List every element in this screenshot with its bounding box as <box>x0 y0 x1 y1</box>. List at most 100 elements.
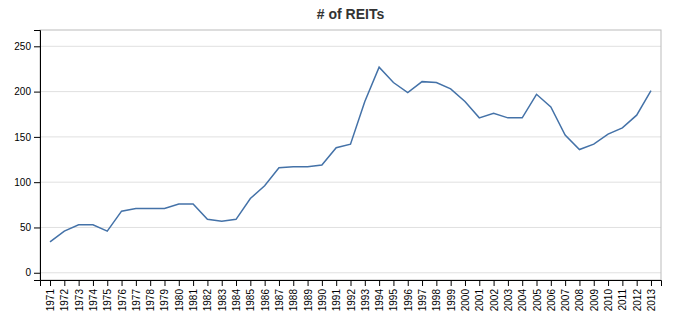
tick-mark <box>608 280 609 286</box>
x-tick: 1990 <box>317 280 328 311</box>
data-line <box>50 67 651 242</box>
tick-mark <box>34 273 40 274</box>
tick-mark <box>393 280 394 286</box>
marks <box>50 67 651 242</box>
tick-mark <box>522 280 523 286</box>
tick-mark <box>651 280 652 286</box>
x-tick: 2001 <box>474 280 485 311</box>
tick-mark <box>365 280 366 286</box>
x-tick: 1973 <box>74 280 85 311</box>
x-tick: 2008 <box>574 280 585 311</box>
x-tick: 1994 <box>374 280 385 311</box>
x-tick-label: 1973 <box>74 289 85 312</box>
x-tick: 1976 <box>117 280 128 311</box>
x-tick-label: 1987 <box>274 289 285 312</box>
x-tick: 1998 <box>431 280 442 311</box>
tick-mark <box>308 280 309 286</box>
tick-mark <box>408 280 409 286</box>
grid-line <box>40 227 661 228</box>
x-tick-label: 1983 <box>217 289 228 312</box>
x-tick: 2006 <box>546 280 557 311</box>
chart-svg: 1971197219731974197519761977197819791980… <box>0 0 676 326</box>
x-tick-label: 2010 <box>603 289 614 312</box>
x-tick-label: 1981 <box>188 289 199 312</box>
x-tick-label: 2003 <box>503 289 514 312</box>
x-tick-label: 1976 <box>117 289 128 312</box>
x-tick: 1991 <box>331 280 342 311</box>
chart-title: # of REITs <box>317 6 385 22</box>
x-tick-label: 1991 <box>331 289 342 312</box>
tick-mark <box>93 280 94 286</box>
x-tick: 1993 <box>360 280 371 311</box>
y-tick: 150 <box>14 132 40 143</box>
x-tick: 1974 <box>88 280 99 311</box>
x-tick: 1988 <box>288 280 299 311</box>
x-tick: 2011 <box>617 280 628 311</box>
tick-mark <box>250 280 251 286</box>
x-tick: 1987 <box>274 280 285 311</box>
x-tick-label: 2009 <box>589 289 600 312</box>
tick-mark <box>622 280 623 286</box>
x-tick: 1995 <box>388 280 399 311</box>
tick-mark <box>64 280 65 286</box>
plot-frame <box>40 30 661 280</box>
x-tick: 1972 <box>59 280 70 311</box>
y-tick-label: 200 <box>14 86 31 97</box>
x-tick-label: 1989 <box>303 289 314 312</box>
x-tick-label: 2007 <box>560 289 571 312</box>
x-tick: 1986 <box>260 280 271 311</box>
y-tick-label: 150 <box>14 132 31 143</box>
x-tick: 2002 <box>489 280 500 311</box>
tick-mark <box>479 280 480 286</box>
y-tick-label: 0 <box>25 267 31 278</box>
x-tick-label: 1979 <box>159 289 170 312</box>
x-tick-label: 2002 <box>489 289 500 312</box>
x-tick: 1999 <box>446 280 457 311</box>
x-tick-label: 1994 <box>374 289 385 312</box>
x-tick: 2007 <box>560 280 571 311</box>
x-tick-label: 1974 <box>88 289 99 312</box>
y-tick-label: 50 <box>20 222 32 233</box>
y-tick-label: 250 <box>14 41 31 52</box>
x-tick: 1984 <box>231 280 242 311</box>
tick-mark <box>34 92 40 93</box>
x-tick-label: 1985 <box>245 289 256 312</box>
tick-mark <box>637 280 638 286</box>
tick-mark <box>150 280 151 286</box>
x-tick-label: 2004 <box>517 289 528 312</box>
x-tick-label: 1972 <box>59 289 70 312</box>
x-tick: 2000 <box>460 280 471 311</box>
tick-mark <box>579 280 580 286</box>
x-tick-label: 1982 <box>202 289 213 312</box>
tick-mark <box>193 280 194 286</box>
x-tick: 1985 <box>245 280 256 311</box>
x-tick: 1982 <box>202 280 213 311</box>
y-tick: 250 <box>14 41 40 52</box>
x-tick-label: 1971 <box>45 289 56 312</box>
tick-mark <box>50 280 51 286</box>
x-tick: 1992 <box>346 280 357 311</box>
x-tick-label: 1986 <box>260 289 271 312</box>
tick-mark <box>594 280 595 286</box>
x-tick: 1980 <box>174 280 185 311</box>
x-tick-label: 2008 <box>574 289 585 312</box>
x-tick-label: 1984 <box>231 289 242 312</box>
x-tick: 2009 <box>589 280 600 311</box>
x-tick: 2012 <box>632 280 643 311</box>
x-tick-label: 2006 <box>546 289 557 312</box>
x-axis: 1971197219731974197519761977197819791980… <box>41 280 662 311</box>
tick-mark <box>537 280 538 286</box>
y-tick: 0 <box>25 267 40 278</box>
plot-area: 1971197219731974197519761977197819791980… <box>14 30 661 311</box>
grid-line <box>40 182 661 183</box>
x-tick: 1975 <box>102 280 113 311</box>
x-tick-label: 1977 <box>131 289 142 312</box>
x-tick-label: 1997 <box>417 289 428 312</box>
x-tick: 1996 <box>403 280 414 311</box>
x-tick-label: 1975 <box>102 289 113 312</box>
x-tick-label: 1993 <box>360 289 371 312</box>
x-tick-label: 1992 <box>346 289 357 312</box>
tick-mark <box>451 280 452 286</box>
tick-mark <box>136 280 137 286</box>
tick-mark <box>494 280 495 286</box>
